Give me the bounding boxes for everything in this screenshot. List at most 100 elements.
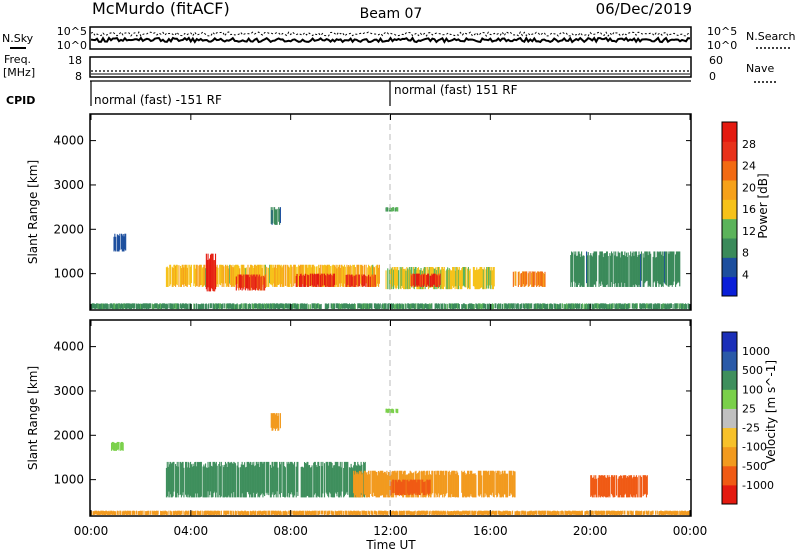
echo-cell	[506, 510, 509, 516]
echo-cell	[436, 303, 438, 309]
echo-cell	[346, 274, 348, 287]
echo-cell	[573, 304, 575, 310]
echo-cell	[286, 461, 288, 497]
echo-cell	[526, 303, 528, 309]
echo-cell	[276, 303, 278, 309]
echo-cell	[390, 269, 392, 290]
echo-cell	[369, 276, 371, 287]
echo-cell	[117, 441, 119, 450]
echo-cell	[273, 264, 275, 284]
echo-cell	[164, 303, 166, 309]
echo-cell	[481, 510, 483, 516]
echo-cell	[640, 304, 643, 310]
echo-cell	[621, 510, 623, 515]
echo-cell	[513, 303, 515, 309]
echo-cell	[257, 274, 259, 291]
echo-cell	[473, 473, 475, 498]
echo-cell	[258, 264, 260, 286]
echo-cell	[647, 510, 649, 515]
echo-cell	[523, 271, 525, 287]
echo-cell	[259, 277, 262, 291]
echo-cell	[577, 510, 579, 516]
echo-cell	[219, 461, 221, 496]
echo-cell	[284, 466, 286, 498]
echo-cell	[547, 510, 549, 515]
echo-cell	[386, 470, 388, 495]
echo-cell	[597, 510, 599, 516]
echo-cell	[437, 470, 439, 498]
echo-cell	[249, 461, 252, 495]
echo-cell	[314, 461, 316, 494]
echo-cell	[655, 303, 657, 310]
echo-cell	[387, 511, 389, 516]
echo-cell	[219, 303, 221, 310]
echo-cell	[628, 303, 630, 309]
echo-cell	[278, 264, 280, 285]
echo-cell	[610, 251, 613, 283]
echo-cell	[512, 470, 514, 497]
echo-cell	[527, 303, 529, 309]
echo-cell	[384, 510, 386, 515]
echo-cell	[544, 271, 546, 287]
echo-cell	[402, 268, 405, 290]
echo-cell	[118, 441, 120, 451]
echo-cell	[177, 303, 179, 310]
echo-cell	[367, 267, 369, 287]
echo-cell	[277, 415, 279, 431]
echo-cell	[662, 303, 664, 309]
echo-cell	[407, 303, 410, 309]
echo-cell	[562, 511, 564, 516]
echo-cell	[290, 264, 292, 287]
echo-cell	[274, 207, 276, 225]
echo-cell	[359, 303, 361, 309]
echo-cell	[431, 511, 433, 516]
echo-cell	[417, 273, 420, 286]
echo-cell	[424, 273, 426, 287]
echo-cell	[149, 303, 151, 309]
echo-cell	[296, 511, 298, 516]
echo-cell	[390, 511, 392, 516]
echo-cell	[339, 268, 341, 287]
echo-cell	[378, 267, 380, 287]
echo-cell	[396, 480, 398, 496]
echo-cell	[298, 264, 300, 286]
echo-cell	[461, 511, 463, 516]
echo-cell	[365, 511, 367, 516]
echo-cell	[175, 510, 177, 515]
echo-cell	[630, 475, 633, 497]
echo-cell	[247, 275, 249, 291]
echo-cell	[635, 303, 638, 310]
echo-cell	[445, 270, 447, 290]
echo-cell	[496, 472, 498, 498]
echo-cell	[327, 461, 329, 497]
echo-cell	[237, 274, 239, 289]
echo-cell	[525, 511, 527, 516]
echo-cell	[368, 474, 370, 498]
echo-cell	[131, 510, 133, 516]
echo-cell	[676, 251, 678, 284]
echo-cell	[240, 274, 242, 288]
echo-cell	[92, 303, 94, 309]
echo-cell	[603, 303, 605, 310]
echo-cell	[336, 268, 338, 287]
echo-cell	[676, 303, 678, 309]
echo-cell	[358, 470, 361, 498]
echo-cell	[471, 303, 473, 310]
echo-cell	[295, 510, 297, 516]
echo-cell	[408, 510, 410, 515]
echo-cell	[100, 303, 102, 310]
echo-cell	[333, 465, 335, 498]
echo-cell	[259, 303, 262, 310]
echo-cell	[269, 464, 271, 498]
echo-cell	[541, 304, 543, 310]
echo-cell	[112, 303, 114, 310]
echo-cell	[296, 461, 298, 492]
echo-cell	[126, 303, 128, 309]
echo-cell	[412, 480, 414, 496]
echo-cell	[538, 510, 540, 516]
echo-cell	[279, 303, 281, 310]
echo-cell	[275, 209, 277, 225]
echo-cell	[333, 273, 335, 287]
echo-cell	[590, 510, 592, 516]
echo-cell	[357, 510, 359, 515]
